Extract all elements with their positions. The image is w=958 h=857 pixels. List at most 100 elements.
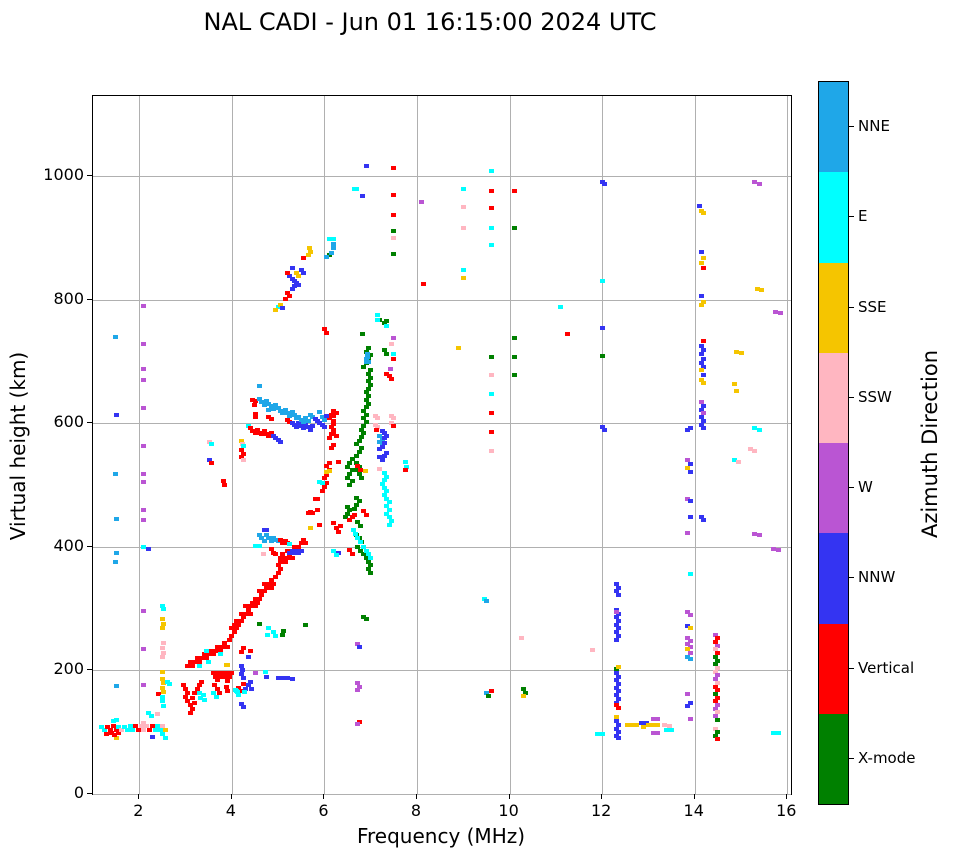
scatter-point [352,512,358,517]
scatter-point [488,225,494,230]
scatter-point [301,537,307,542]
scatter-point [355,680,361,685]
scatter-point [685,623,691,628]
scatter-point [488,355,494,360]
scatter-point [349,468,355,473]
scatter-point [190,696,196,701]
scatter-point [298,417,304,422]
scatter-point [363,349,369,354]
scatter-point [207,439,213,444]
x-tick [693,794,695,799]
scatter-point [324,331,330,336]
scatter-point [266,626,272,631]
scatter-point [638,720,644,725]
scatter-point [196,663,202,668]
scatter-point [241,690,247,695]
x-tick [323,794,325,799]
scatter-point [273,634,279,639]
scatter-point [159,699,165,704]
scatter-point [701,517,707,522]
scatter-point [685,641,691,646]
scatter-point [264,632,270,637]
scatter-point [699,260,705,265]
scatter-point [296,421,302,426]
scatter-point [247,426,253,431]
scatter-point [655,722,661,727]
scatter-point [372,422,378,427]
scatter-point [141,727,147,732]
scatter-point [159,669,165,674]
scatter-point [687,462,693,467]
scatter-point [375,317,381,322]
scatter-point [363,359,369,364]
scatter-point [377,447,383,452]
scatter-point [250,600,256,605]
scatter-point [208,442,214,447]
scatter-point [699,415,705,420]
scatter-point [379,458,385,463]
scatter-point [223,684,229,689]
scatter-point [715,710,721,715]
scatter-point [391,236,397,241]
scatter-point [289,677,295,682]
colorbar-label-w: W [858,478,873,497]
scatter-point [770,730,776,735]
scatter-point [190,707,196,712]
scatter-point [701,265,707,270]
y-tick-label: 400 [53,535,84,555]
scatter-point [488,392,494,397]
scatter-point [261,581,267,586]
scatter-point [361,552,367,557]
scatter-point [314,507,320,512]
scatter-point [277,439,283,444]
scatter-point [382,348,388,353]
scatter-point [328,446,334,451]
scatter-point [187,703,193,708]
scatter-point [701,339,707,344]
scatter-point [301,255,307,260]
scatter-point [240,704,246,709]
scatter-point [210,691,216,696]
scatter-point [319,489,325,494]
scatter-point [328,250,334,255]
scatter-point [247,679,253,684]
scatter-point [382,441,388,446]
scatter-point [234,690,240,695]
scatter-point [615,633,621,638]
scatter-point [261,589,267,594]
scatter-point [599,279,605,284]
scatter-point [333,411,339,416]
colorbar-block-ssw [819,352,848,443]
scatter-point [421,282,427,287]
scatter-point [488,206,494,211]
scatter-point [363,548,369,553]
scatter-point [243,604,249,609]
scatter-point [199,656,205,661]
scatter-point [222,674,228,679]
scatter-point [287,542,293,547]
scatter-point [701,418,707,423]
scatter-point [384,511,390,516]
scatter-point [257,622,263,627]
scatter-point [146,727,152,732]
scatter-point [615,682,621,687]
scatter-point [699,302,705,307]
scatter-point [365,567,371,572]
scatter-point [236,693,242,698]
scatter-point [192,691,198,696]
scatter-point [261,539,267,544]
scatter-point [384,474,390,479]
scatter-point [331,549,337,554]
scatter-point [113,551,119,556]
scatter-point [511,336,517,341]
scatter-point [389,376,395,381]
scatter-point [331,245,337,250]
scatter-point [613,714,619,719]
scatter-point [185,699,191,704]
scatter-point [358,548,364,553]
scatter-point [613,607,619,612]
scatter-point [391,356,397,361]
scatter-point [280,676,286,681]
scatter-point [264,585,270,590]
scatter-point [613,615,619,620]
